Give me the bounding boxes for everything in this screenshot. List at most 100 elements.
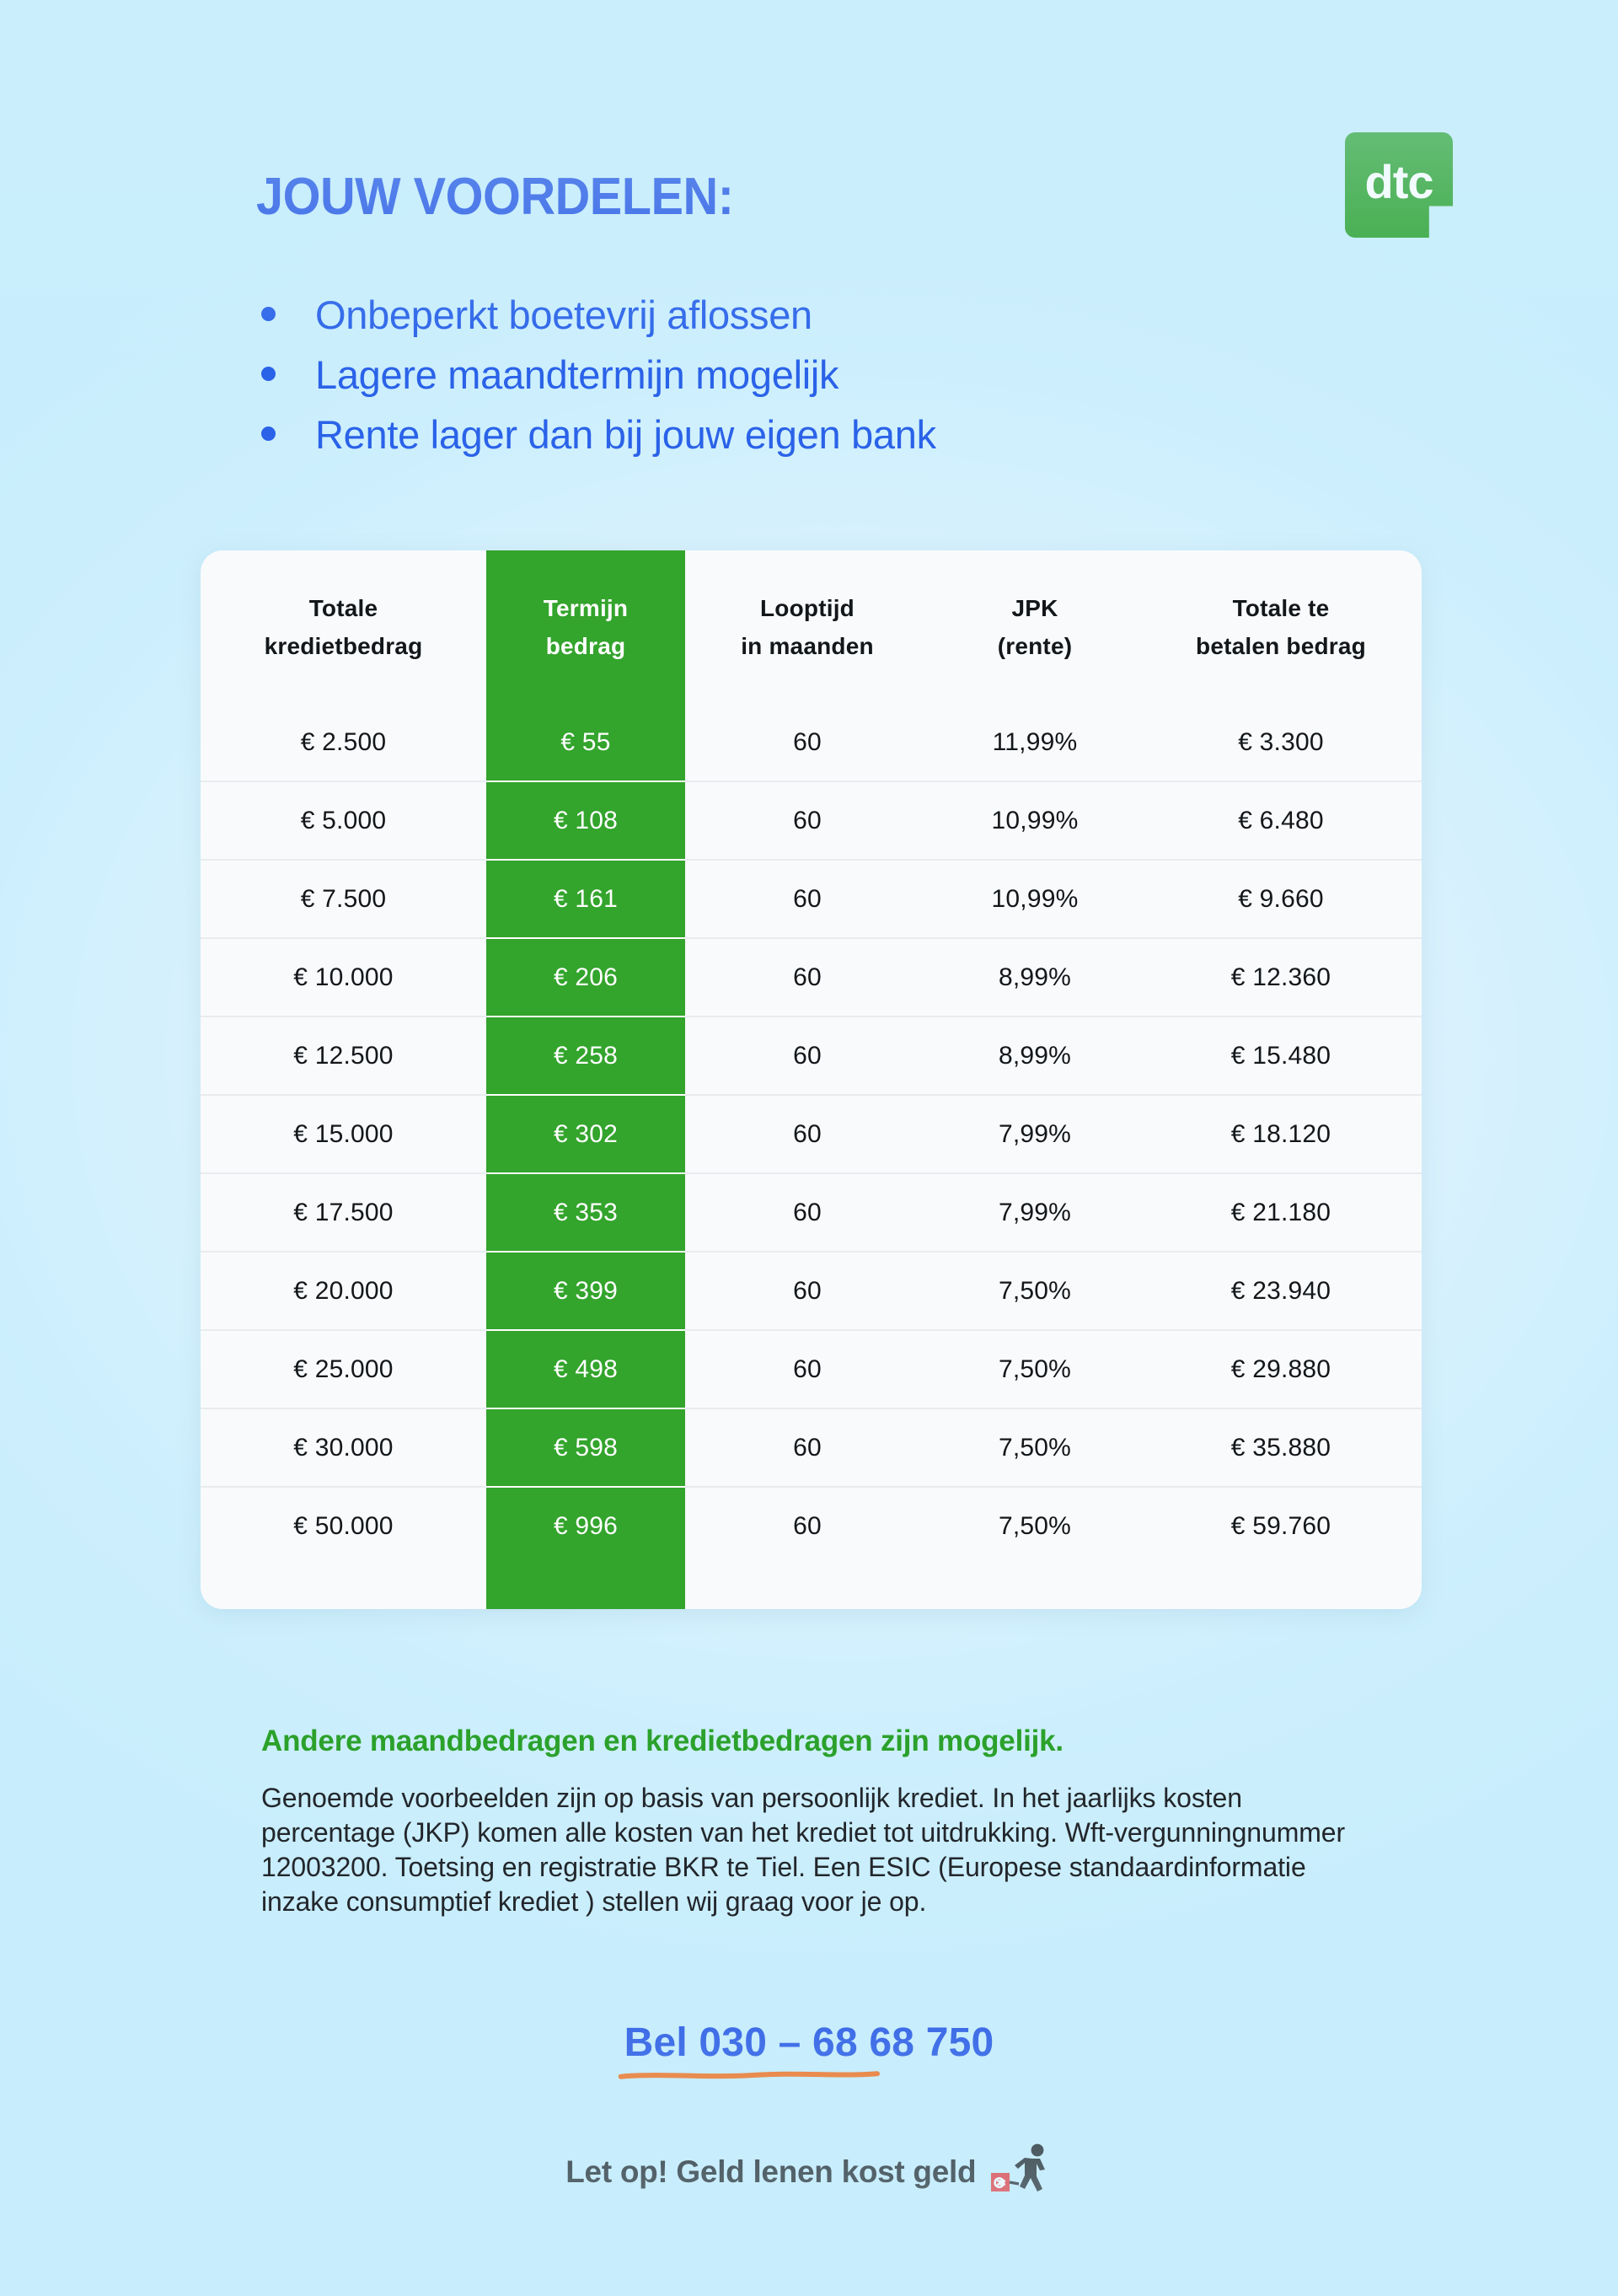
column-header-looptijd: Looptijd in maanden — [741, 595, 874, 659]
cell-jkp: 10,99% — [930, 859, 1140, 938]
cell-termijn: € 161 — [486, 859, 685, 938]
column-header-jkp: JPK (rente) — [997, 595, 1073, 659]
table-body: € 2.500 € 55 60 11,99% € 3.300 € 5.000 € 108 60… — [201, 704, 1422, 1564]
cell-totaal: € 9.660 — [1140, 859, 1422, 938]
cell-totaal: € 35.880 — [1140, 1408, 1422, 1487]
cell-jkp: 7,50% — [930, 1486, 1140, 1564]
cell-termijn: € 598 — [486, 1408, 685, 1487]
cell-termijn: € 55 — [560, 727, 611, 756]
cell-jkp: 7,50% — [930, 1251, 1140, 1330]
table-header: Totale kredietbedrag Termijn bedrag Loop… — [201, 550, 1422, 704]
cell-krediet: € 2.500 — [300, 727, 387, 756]
bullet-dot-icon — [261, 367, 276, 381]
legal-warning: Let op! Geld lenen kost geld — [0, 2143, 1618, 2198]
table-row: € 2.500 € 55 60 11,99% € 3.300 — [201, 704, 1422, 781]
table-row: € 7.500 € 161 60 10,99% € 9.660 — [201, 859, 1422, 938]
cell-krediet: € 17.500 — [201, 1172, 486, 1252]
notes-body: Genoemde voorbeelden zijn op basis van p… — [261, 1783, 1346, 1917]
notes-heading: Andere maandbedragen en kredietbedragen … — [261, 1725, 1063, 1757]
bullet-dot-icon — [261, 307, 276, 321]
cell-termijn: € 302 — [486, 1094, 685, 1173]
benefit-item: Rente lager dan bij jouw eigen bank — [261, 405, 936, 464]
cell-jkp: 7,99% — [930, 1094, 1140, 1173]
table-row: € 5.000 € 108 60 10,99% € 6.480 — [201, 781, 1422, 860]
rates-table-wrap: Totale kredietbedrag Termijn bedrag Loop… — [201, 550, 1422, 1564]
cell-jkp: 11,99% — [992, 727, 1078, 756]
benefit-item: Onbeperkt boetevrij aflossen — [261, 285, 936, 345]
phone-number-link[interactable]: Bel 030 – 68 68 750 — [618, 2020, 994, 2079]
cell-looptijd: 60 — [685, 1251, 930, 1330]
cell-termijn: € 399 — [486, 1251, 685, 1330]
cell-krediet: € 25.000 — [201, 1329, 486, 1408]
cell-looptijd: 60 — [685, 781, 930, 860]
cell-totaal: € 3.300 — [1238, 727, 1324, 756]
page-title: JOUW VOORDELEN: — [256, 168, 734, 226]
cell-totaal: € 23.940 — [1140, 1251, 1422, 1330]
cell-totaal: € 29.880 — [1140, 1329, 1422, 1408]
cell-looptijd: 60 — [685, 1016, 930, 1095]
cell-krediet: € 30.000 — [201, 1408, 486, 1487]
rates-table: Totale kredietbedrag Termijn bedrag Loop… — [201, 550, 1422, 1564]
column-header-termijn: Termijn bedrag — [543, 595, 629, 659]
table-row: € 25.000 € 498 60 7,50% € 29.880 — [201, 1329, 1422, 1408]
table-row: € 30.000 € 598 60 7,50% € 35.880 — [201, 1408, 1422, 1487]
logo-wordmark: dtc — [1364, 155, 1434, 208]
cell-termijn: € 108 — [486, 781, 685, 860]
table-row: € 20.000 € 399 60 7,50% € 23.940 — [201, 1251, 1422, 1330]
cell-jkp: 10,99% — [930, 781, 1140, 860]
cell-looptijd: 60 — [685, 1486, 930, 1564]
benefit-label: Lagere maandtermijn mogelijk — [315, 352, 839, 397]
cell-jkp: 8,99% — [930, 1016, 1140, 1095]
cell-krediet: € 20.000 — [201, 1251, 486, 1330]
benefit-label: Rente lager dan bij jouw eigen bank — [315, 412, 936, 457]
column-header-krediet: Totale kredietbedrag — [264, 595, 423, 659]
cell-termijn: € 498 — [486, 1329, 685, 1408]
cell-jkp: 7,99% — [930, 1172, 1140, 1252]
cell-looptijd: 60 — [685, 1094, 930, 1173]
cell-termijn: € 206 — [486, 937, 685, 1017]
cell-jkp: 7,50% — [930, 1329, 1140, 1408]
cell-looptijd: 60 — [685, 1408, 930, 1487]
benefit-label: Onbeperkt boetevrij aflossen — [315, 292, 812, 337]
cell-krediet: € 15.000 — [201, 1094, 486, 1173]
cell-termijn: € 353 — [486, 1172, 685, 1252]
cell-totaal: € 21.180 — [1140, 1172, 1422, 1252]
cell-looptijd: 60 — [685, 937, 930, 1017]
cell-jkp: 8,99% — [930, 937, 1140, 1017]
dtc-logo: dtc — [1345, 132, 1453, 238]
phone-cta: Bel 030 – 68 68 750 — [0, 2020, 1618, 2079]
cell-jkp: 7,50% — [930, 1408, 1140, 1487]
phone-number-label: Bel 030 – 68 68 750 — [624, 2020, 994, 2065]
cell-totaal: € 6.480 — [1140, 781, 1422, 860]
legal-warning-label: Let op! Geld lenen kost geld — [565, 2154, 977, 2189]
cell-krediet: € 10.000 — [201, 937, 486, 1017]
column-header-totaal: Totale te betalen bedrag — [1196, 595, 1366, 659]
table-row: € 15.000 € 302 60 7,99% € 18.120 — [201, 1094, 1422, 1173]
cell-looptijd: 60 — [685, 1329, 930, 1408]
handdrawn-underline-icon — [618, 2071, 880, 2079]
header-row: Totale kredietbedrag Termijn bedrag Loop… — [201, 550, 1422, 704]
benefit-item: Lagere maandtermijn mogelijk — [261, 345, 936, 405]
cell-totaal: € 12.360 — [1140, 937, 1422, 1017]
cell-termijn: € 258 — [486, 1016, 685, 1095]
cell-looptijd: 60 — [793, 727, 822, 756]
cell-krediet: € 12.500 — [201, 1016, 486, 1095]
rates-card: Totale kredietbedrag Termijn bedrag Loop… — [201, 550, 1422, 1609]
cell-termijn: € 996 — [486, 1486, 685, 1564]
cell-krediet: € 50.000 — [201, 1486, 486, 1564]
cell-totaal: € 18.120 — [1140, 1094, 1422, 1173]
cell-looptijd: 60 — [685, 859, 930, 938]
table-row: € 50.000 € 996 60 7,50% € 59.760 — [201, 1486, 1422, 1564]
cell-totaal: € 15.480 — [1140, 1016, 1422, 1095]
bullet-dot-icon — [261, 426, 276, 441]
table-row: € 10.000 € 206 60 8,99% € 12.360 — [201, 937, 1422, 1017]
cell-krediet: € 5.000 — [201, 781, 486, 860]
table-row: € 17.500 € 353 60 7,99% € 21.180 — [201, 1172, 1422, 1252]
cell-looptijd: 60 — [685, 1172, 930, 1252]
cell-totaal: € 59.760 — [1140, 1486, 1422, 1564]
money-ball-and-chain-icon — [990, 2143, 1053, 2195]
benefits-list: Onbeperkt boetevrij aflossen Lagere maan… — [261, 285, 936, 464]
table-row: € 12.500 € 258 60 8,99% € 15.480 — [201, 1016, 1422, 1095]
cell-krediet: € 7.500 — [201, 859, 486, 938]
